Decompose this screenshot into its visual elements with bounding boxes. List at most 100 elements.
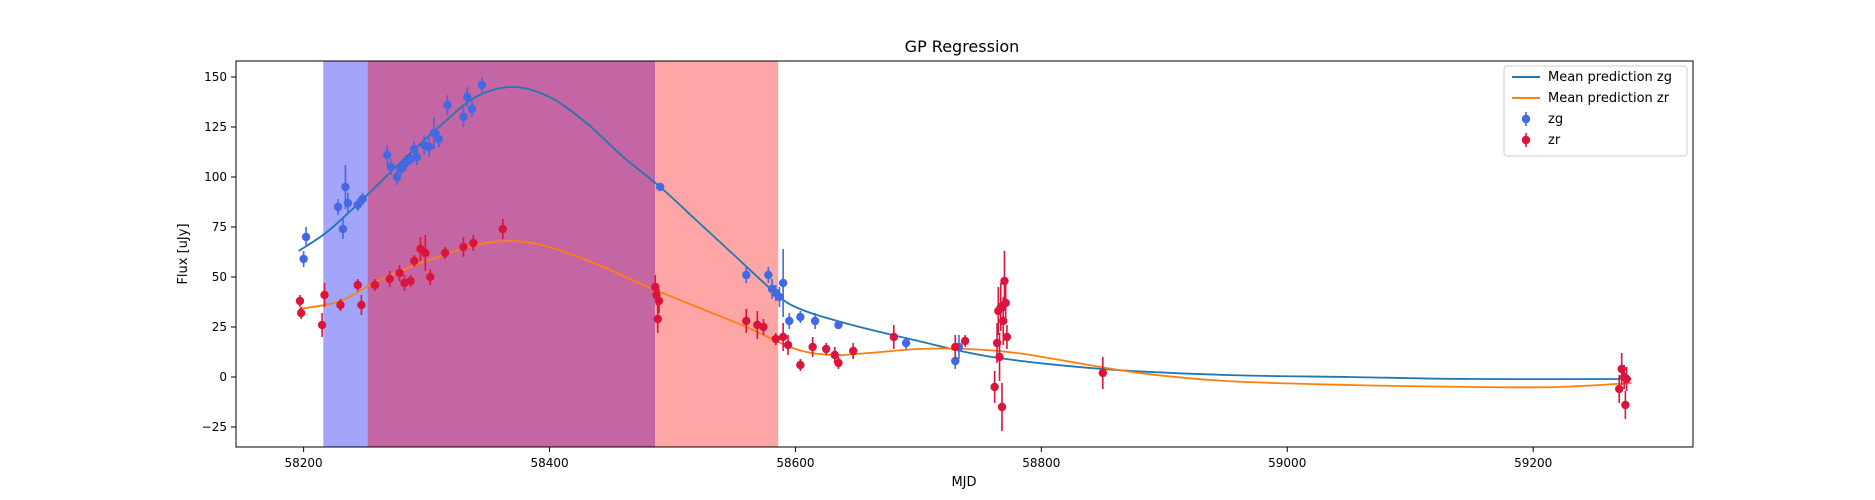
point-marker bbox=[655, 182, 665, 192]
data-point-zr bbox=[370, 279, 380, 291]
data-point-zr bbox=[459, 237, 468, 257]
legend-marker-swatch bbox=[1521, 114, 1531, 124]
x-axis-label: MJD bbox=[951, 475, 976, 490]
data-point-zr bbox=[654, 289, 664, 313]
data-point-zg bbox=[655, 182, 665, 192]
data-point-zr bbox=[295, 295, 305, 307]
data-point-zr bbox=[357, 295, 366, 315]
legend-label: Mean prediction zg bbox=[1548, 70, 1672, 85]
point-marker bbox=[412, 152, 421, 162]
y-tick-label: 50 bbox=[212, 270, 227, 284]
point-marker bbox=[742, 316, 751, 326]
point-marker bbox=[951, 342, 960, 352]
data-point-zg bbox=[764, 267, 773, 283]
point-marker bbox=[440, 248, 450, 258]
data-point-zg bbox=[462, 87, 472, 107]
data-point-zr bbox=[317, 313, 327, 337]
data-point-zg bbox=[775, 287, 784, 307]
data-point-zr bbox=[995, 333, 1004, 381]
point-marker bbox=[889, 332, 899, 342]
point-marker bbox=[434, 134, 444, 144]
data-point-zg bbox=[396, 163, 405, 175]
y-tick-label: 150 bbox=[204, 70, 227, 84]
point-marker bbox=[821, 344, 831, 354]
point-marker bbox=[299, 254, 308, 264]
data-point-zg bbox=[434, 131, 444, 147]
x-tick-label: 58600 bbox=[776, 456, 814, 470]
point-marker bbox=[406, 276, 415, 286]
point-marker bbox=[443, 100, 452, 110]
data-point-zg bbox=[742, 267, 751, 283]
point-marker bbox=[459, 112, 468, 122]
point-marker bbox=[370, 280, 380, 290]
x-tick-label: 58200 bbox=[285, 456, 323, 470]
point-marker bbox=[759, 322, 768, 332]
point-marker bbox=[830, 350, 839, 360]
y-axis-label: Flux [uJy] bbox=[176, 223, 191, 284]
point-marker bbox=[796, 360, 805, 370]
point-marker bbox=[498, 224, 508, 234]
data-point-zr bbox=[759, 319, 768, 335]
data-point-zg bbox=[343, 193, 353, 213]
data-point-zr bbox=[421, 235, 430, 271]
point-marker bbox=[410, 256, 419, 266]
point-marker bbox=[424, 142, 434, 152]
point-marker bbox=[997, 402, 1007, 412]
shaded-region-2 bbox=[367, 61, 656, 447]
point-marker bbox=[849, 346, 858, 356]
data-point-zr bbox=[849, 343, 858, 359]
point-marker bbox=[396, 164, 405, 174]
point-marker bbox=[320, 290, 329, 300]
x-tick-label: 59200 bbox=[1514, 456, 1552, 470]
data-point-zr bbox=[990, 371, 999, 403]
point-marker bbox=[990, 382, 999, 392]
point-marker bbox=[778, 278, 788, 288]
data-point-zg bbox=[338, 219, 348, 239]
point-marker bbox=[995, 352, 1004, 362]
plot-frame bbox=[235, 60, 1694, 448]
data-point-zg bbox=[429, 117, 439, 149]
point-marker bbox=[395, 268, 404, 278]
point-marker bbox=[651, 282, 660, 292]
data-point-zr bbox=[1622, 367, 1631, 391]
legend-entry-zr: zr bbox=[1521, 133, 1561, 148]
data-point-zr bbox=[426, 269, 435, 285]
data-point-zg bbox=[778, 249, 788, 317]
point-marker bbox=[383, 150, 392, 160]
point-marker bbox=[385, 274, 394, 284]
y-tick-label: 25 bbox=[212, 320, 227, 334]
point-marker bbox=[353, 280, 362, 290]
point-marker bbox=[462, 92, 472, 102]
point-marker bbox=[901, 338, 911, 348]
point-marker bbox=[1615, 384, 1624, 394]
point-marker bbox=[429, 128, 439, 138]
data-point-zg bbox=[785, 313, 794, 329]
data-point-zg bbox=[443, 95, 452, 115]
point-marker bbox=[469, 238, 478, 248]
point-marker bbox=[333, 202, 343, 212]
legend-label: Mean prediction zr bbox=[1548, 91, 1670, 106]
data-point-zg bbox=[901, 337, 911, 349]
data-point-zr bbox=[997, 383, 1007, 431]
point-marker bbox=[1001, 298, 1010, 308]
data-point-zr bbox=[410, 255, 419, 267]
y-tick-label: −25 bbox=[202, 420, 227, 434]
point-marker bbox=[357, 300, 366, 310]
data-point-zg bbox=[386, 159, 396, 175]
x-axis-ticks: 58200 58400 58600 58800 59000 59200 bbox=[285, 447, 1552, 470]
point-marker bbox=[392, 172, 402, 182]
data-point-zg bbox=[412, 149, 421, 165]
point-marker bbox=[1098, 368, 1108, 378]
data-point-zr bbox=[960, 335, 970, 347]
data-point-zr bbox=[653, 305, 662, 333]
data-point-zg bbox=[353, 199, 362, 211]
point-marker bbox=[1621, 400, 1630, 410]
data-point-zr bbox=[1001, 283, 1010, 323]
data-point-zg bbox=[467, 101, 477, 117]
shaded-region-3 bbox=[655, 61, 779, 447]
data-point-zg bbox=[392, 169, 402, 185]
point-marker bbox=[338, 224, 348, 234]
legend-label: zr bbox=[1548, 133, 1561, 148]
point-marker bbox=[317, 320, 327, 330]
point-marker bbox=[336, 300, 345, 310]
